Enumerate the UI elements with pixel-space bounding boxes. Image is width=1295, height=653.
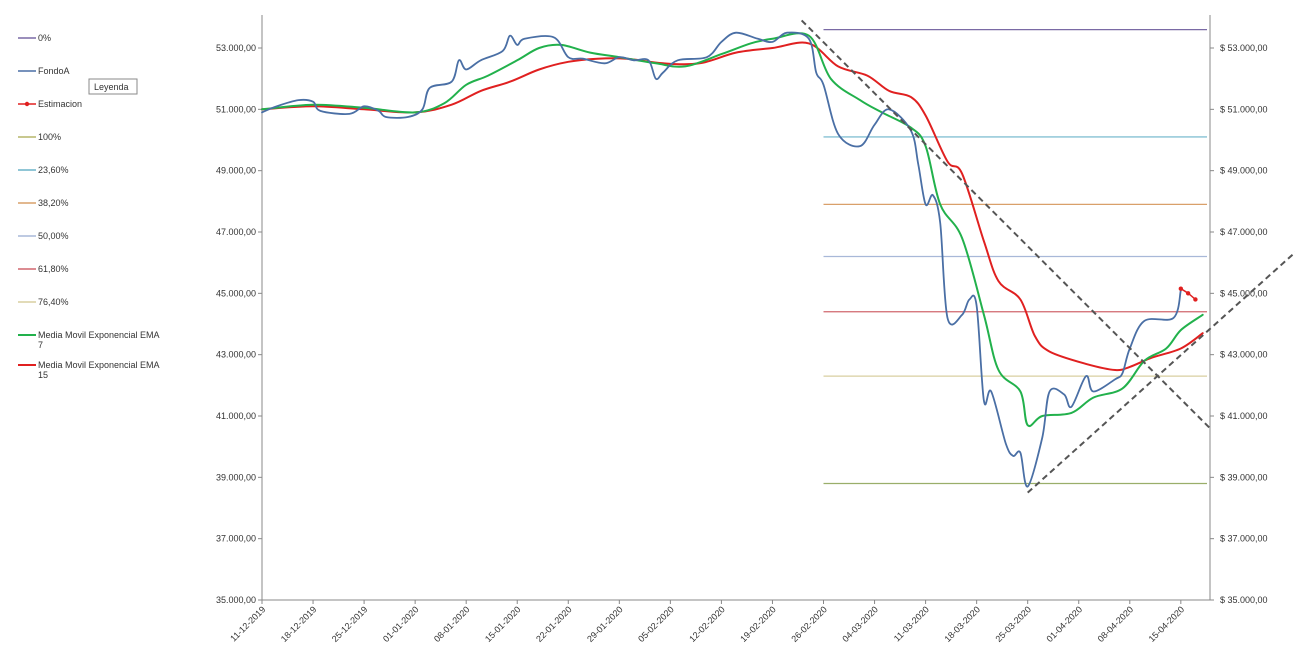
fibonacci-levels bbox=[823, 29, 1207, 485]
x-tick-label: 08-04-2020 bbox=[1096, 604, 1136, 644]
y-tick-label-right: $ 35.000,00 bbox=[1220, 595, 1268, 605]
x-tick-label: 11-12-2019 bbox=[228, 604, 267, 643]
x-tick-label: 25-03-2020 bbox=[993, 604, 1033, 644]
trendlines bbox=[800, 19, 1295, 494]
legend-tooltip: Leyenda bbox=[88, 78, 138, 95]
x-tick-label: 18-03-2020 bbox=[942, 604, 982, 644]
y-tick-label-right: $ 53.000,00 bbox=[1220, 43, 1268, 53]
legend-label: 76,40% bbox=[38, 297, 69, 307]
y-tick-label-right: $ 41.000,00 bbox=[1220, 411, 1268, 421]
y-tick-label-left: 43.000,00 bbox=[216, 350, 256, 360]
legend-item: 100% bbox=[18, 132, 61, 142]
y-tick-label-right: $ 45.000,00 bbox=[1220, 288, 1268, 298]
x-tick-label: 15-01-2020 bbox=[483, 604, 523, 644]
y-tick-label-right: $ 39.000,00 bbox=[1220, 472, 1268, 482]
legend-label: 50,00% bbox=[38, 231, 69, 241]
legend-item: 76,40% bbox=[18, 297, 69, 307]
x-tick-label: 22-01-2020 bbox=[534, 604, 574, 644]
y-tick-label-right: $ 37.000,00 bbox=[1220, 534, 1268, 544]
x-tick-label: 15-04-2020 bbox=[1147, 604, 1187, 644]
estimacion-point bbox=[1178, 286, 1184, 291]
legend-item: 50,00% bbox=[18, 231, 69, 241]
x-tick-label: 01-01-2020 bbox=[381, 604, 421, 644]
legend-marker bbox=[24, 101, 30, 107]
y-tick-label-left: 45.000,00 bbox=[216, 288, 256, 298]
y-tick-label-left: 41.000,00 bbox=[216, 411, 256, 421]
legend-item: Media Movil Exponencial EMA 15 bbox=[18, 360, 160, 380]
legend-label: 61,80% bbox=[38, 264, 69, 274]
x-tick-label: 12-02-2020 bbox=[687, 604, 727, 644]
y-tick-label-left: 37.000,00 bbox=[216, 534, 256, 544]
x-tick-label: 04-03-2020 bbox=[840, 604, 880, 644]
legend-label: 0% bbox=[38, 33, 51, 43]
series-lines bbox=[261, 31, 1204, 488]
legend-label: 100% bbox=[38, 132, 61, 142]
legend-item: 23,60% bbox=[18, 165, 69, 175]
legend-label: 38,20% bbox=[38, 198, 69, 208]
x-tick-label: 05-02-2020 bbox=[636, 604, 676, 644]
estimacion-point bbox=[1185, 291, 1191, 296]
x-tick-label: 26-02-2020 bbox=[789, 604, 829, 644]
legend-item: FondoA bbox=[18, 66, 70, 76]
series-line-media-movil-exponencial-ema-15 bbox=[261, 41, 1204, 372]
legend-item: 0% bbox=[18, 33, 51, 43]
y-tick-label-right: $ 47.000,00 bbox=[1220, 227, 1268, 237]
legend-item: Estimacion bbox=[18, 99, 82, 109]
x-tick-label: 01-04-2020 bbox=[1045, 604, 1085, 644]
y-tick-label-left: 35.000,00 bbox=[216, 595, 256, 605]
y-tick-label-left: 47.000,00 bbox=[216, 227, 256, 237]
legend-item: 61,80% bbox=[18, 264, 69, 274]
y-tick-label-right: $ 49.000,00 bbox=[1220, 166, 1268, 176]
y-tick-label-right: $ 51.000,00 bbox=[1220, 104, 1268, 114]
trendline-1 bbox=[1027, 251, 1295, 494]
y-tick-label-left: 51.000,00 bbox=[216, 104, 256, 114]
tooltip-text: Leyenda bbox=[94, 82, 129, 92]
legend-item: 38,20% bbox=[18, 198, 69, 208]
y-tick-label-left: 53.000,00 bbox=[216, 43, 256, 53]
y-tick-label-left: 49.000,00 bbox=[216, 166, 256, 176]
legend-label: FondoA bbox=[38, 66, 70, 76]
x-tick-label: 29-01-2020 bbox=[585, 604, 625, 644]
y-tick-label-left: 39.000,00 bbox=[216, 472, 256, 482]
estimacion-point bbox=[1193, 297, 1198, 302]
legend-label: 23,60% bbox=[38, 165, 69, 175]
legend-label: Estimacion bbox=[38, 99, 82, 109]
series-line-fondoa bbox=[261, 31, 1182, 488]
tooltip-box bbox=[88, 78, 138, 95]
legend: 0% FondoA Estimacion 100% 23,60% 38,20% 50,00%… bbox=[18, 33, 160, 380]
trendline-0 bbox=[800, 19, 1211, 429]
legend-item: Media Movil Exponencial EMA 7 bbox=[18, 330, 160, 350]
series-line-media-movil-exponencial-ema-7 bbox=[261, 32, 1204, 428]
legend-label: Media Movil Exponencial EMA 15 bbox=[38, 360, 160, 380]
x-tick-label: 08-01-2020 bbox=[432, 604, 472, 644]
x-tick-label: 25-12-2019 bbox=[330, 604, 370, 644]
x-tick-label: 11-03-2020 bbox=[892, 604, 931, 643]
x-tick-label: 19-02-2020 bbox=[738, 604, 778, 644]
y-tick-label-right: $ 43.000,00 bbox=[1220, 350, 1268, 360]
x-tick-label: 18-12-2019 bbox=[279, 604, 319, 644]
legend-label: Media Movil Exponencial EMA 7 bbox=[38, 330, 160, 350]
